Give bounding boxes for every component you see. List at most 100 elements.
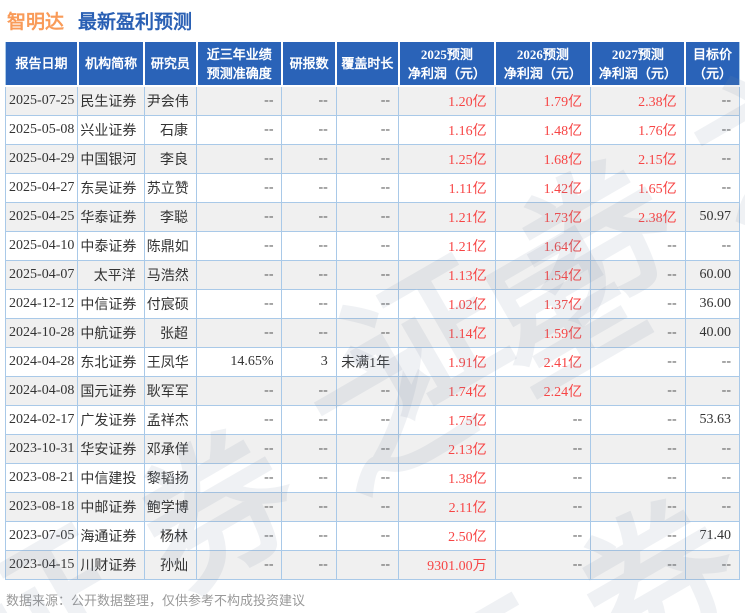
cell-date: 2023-08-21	[4, 462, 79, 493]
table-row: 2025-04-10 中泰证券 陈鼎如 -- -- -- 1.21亿 1.64亿 -- --	[4, 230, 741, 261]
cell-forecast-2026: --	[494, 462, 592, 493]
cell-forecast-2027: --	[590, 346, 686, 377]
cell-accuracy: --	[196, 520, 283, 551]
cell-researcher: 苏立赞	[143, 172, 198, 203]
cell-forecast-2027: 2.38亿	[590, 85, 686, 116]
cell-date: 2023-10-31	[4, 433, 79, 464]
cell-target-price: 40.00	[684, 317, 741, 348]
cell-report-count: --	[281, 230, 337, 261]
cell-institution: 中邮证券	[77, 491, 145, 522]
cell-forecast-2027: --	[590, 404, 686, 435]
cell-researcher: 黎韬扬	[143, 462, 198, 493]
cell-researcher: 陈鼎如	[143, 230, 198, 261]
cell-date: 2023-04-15	[4, 549, 79, 580]
cell-researcher: 马浩然	[143, 259, 198, 290]
cell-report-count: --	[281, 85, 337, 116]
cell-researcher: 张超	[143, 317, 198, 348]
cell-accuracy: --	[196, 143, 283, 174]
cell-forecast-2027: 2.15亿	[590, 143, 686, 174]
table-row: 2023-08-21 中信建投 黎韬扬 -- -- -- 1.38亿 -- -- --	[4, 462, 741, 493]
table-row: 2024-04-08 国元证券 耿军军 -- -- -- 1.74亿 2.24亿 -- --	[4, 375, 741, 406]
cell-accuracy: --	[196, 549, 283, 580]
cell-coverage: 未满1年	[335, 346, 400, 377]
column-header-accuracy: 近三年业绩 预测准确度	[195, 42, 283, 87]
cell-coverage: --	[335, 143, 400, 174]
cell-forecast-2026: --	[494, 549, 592, 580]
cell-accuracy: --	[196, 288, 283, 319]
cell-forecast-2026: 1.73亿	[494, 201, 592, 232]
cell-target-price: --	[684, 433, 741, 464]
cell-target-price: --	[684, 375, 741, 406]
cell-institution: 中国银河	[77, 143, 145, 174]
cell-institution: 中航证券	[77, 317, 145, 348]
cell-forecast-2026: --	[494, 520, 592, 551]
cell-researcher: 耿军军	[143, 375, 198, 406]
cell-forecast-2025: 1.74亿	[398, 375, 496, 406]
cell-forecast-2027: --	[590, 317, 686, 348]
cell-date: 2024-02-17	[4, 404, 79, 435]
cell-forecast-2027: --	[590, 462, 686, 493]
cell-target-price: 71.40	[684, 520, 741, 551]
table-row: 2024-02-17 广发证券 孟祥杰 -- -- -- 1.75亿 -- -- 53.63	[4, 404, 741, 435]
cell-accuracy: --	[196, 114, 283, 145]
cell-report-count: 3	[281, 346, 337, 377]
cell-forecast-2025: 1.25亿	[398, 143, 496, 174]
cell-forecast-2025: 2.11亿	[398, 491, 496, 522]
forecast-table: 报告日期 机构简称 研究员 近三年业绩 预测准确度 研报数 覆盖时长 2025预测 净利润（元）…	[4, 42, 741, 580]
cell-accuracy: --	[196, 433, 283, 464]
cell-coverage: --	[335, 172, 400, 203]
cell-forecast-2025: 1.13亿	[398, 259, 496, 290]
column-header-forecast-2025: 2025预测 净利润（元）	[397, 42, 497, 87]
cell-target-price: --	[684, 172, 741, 203]
cell-accuracy: 14.65%	[196, 346, 283, 377]
cell-report-count: --	[281, 375, 337, 406]
table-row: 2024-04-28 东北证券 王凤华 14.65% 3 未满1年 1.91亿 2.41亿 --…	[4, 346, 741, 377]
cell-target-price: 53.63	[684, 404, 741, 435]
cell-report-count: --	[281, 462, 337, 493]
column-header-date: 报告日期	[4, 42, 79, 87]
cell-accuracy: --	[196, 259, 283, 290]
cell-date: 2025-04-27	[4, 172, 79, 203]
cell-forecast-2027: --	[590, 433, 686, 464]
column-header-researcher: 研究员	[143, 42, 198, 87]
cell-institution: 太平洋	[77, 259, 145, 290]
cell-forecast-2025: 1.14亿	[398, 317, 496, 348]
cell-report-count: --	[281, 520, 337, 551]
stock-name: 智明达	[7, 12, 65, 33]
cell-accuracy: --	[196, 317, 283, 348]
cell-coverage: --	[335, 85, 400, 116]
table-row: 2025-04-29 中国银河 李良 -- -- -- 1.25亿 1.68亿 2.15亿 --	[4, 143, 741, 174]
data-source-note: 数据来源：公开数据整理，仅供参考不构成投资建议	[6, 592, 306, 608]
cell-report-count: --	[281, 143, 337, 174]
cell-report-count: --	[281, 404, 337, 435]
cell-forecast-2027: --	[590, 549, 686, 580]
cell-forecast-2025: 1.02亿	[398, 288, 496, 319]
cell-coverage: --	[335, 375, 400, 406]
cell-date: 2023-08-18	[4, 491, 79, 522]
cell-forecast-2027: --	[590, 259, 686, 290]
cell-institution: 东北证券	[77, 346, 145, 377]
table-row: 2023-07-05 海通证券 杨林 -- -- -- 2.50亿 -- -- 71.40	[4, 520, 741, 551]
cell-forecast-2025: 1.20亿	[398, 85, 496, 116]
cell-date: 2025-07-25	[4, 85, 79, 116]
cell-target-price: 50.97	[684, 201, 741, 232]
cell-researcher: 石康	[143, 114, 198, 145]
cell-report-count: --	[281, 433, 337, 464]
cell-institution: 民生证券	[77, 85, 145, 116]
cell-coverage: --	[335, 549, 400, 580]
cell-forecast-2025: 9301.00万	[398, 549, 496, 580]
cell-forecast-2026: 1.64亿	[494, 230, 592, 261]
cell-date: 2025-04-25	[4, 201, 79, 232]
cell-institution: 兴业证券	[77, 114, 145, 145]
cell-target-price: 36.00	[684, 288, 741, 319]
cell-researcher: 孟祥杰	[143, 404, 198, 435]
cell-institution: 华安证券	[77, 433, 145, 464]
table-row: 2023-04-15 川财证券 孙灿 -- -- -- 9301.00万 -- -- --	[4, 549, 741, 580]
cell-forecast-2026: --	[494, 404, 592, 435]
cell-coverage: --	[335, 520, 400, 551]
cell-forecast-2027: --	[590, 288, 686, 319]
cell-date: 2023-07-05	[4, 520, 79, 551]
title-bar: 智明达 最新盈利预测	[0, 0, 745, 42]
table-row: 2024-10-28 中航证券 张超 -- -- -- 1.14亿 1.59亿 -- 40.00	[4, 317, 741, 348]
cell-forecast-2026: 1.42亿	[494, 172, 592, 203]
